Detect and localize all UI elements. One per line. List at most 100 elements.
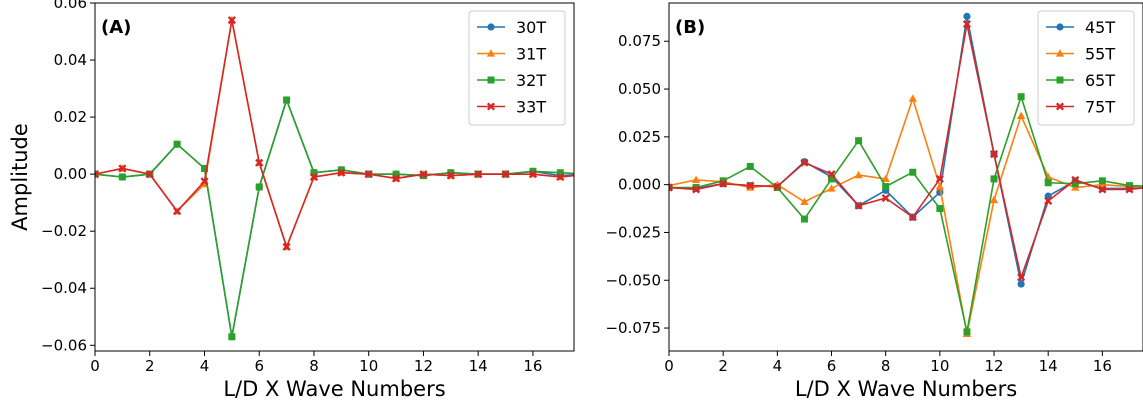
legend: 30T 31T 32T 33T <box>468 10 566 126</box>
data-point-75T <box>854 201 863 210</box>
y-tick-label: −0.04 <box>41 279 87 297</box>
x-tick-label: 0 <box>664 357 674 375</box>
legend-box <box>1037 10 1135 126</box>
x-tick-label: 8 <box>881 357 891 375</box>
data-point-32T <box>584 171 591 178</box>
legend-label: 31T <box>516 45 546 64</box>
data-point-33T <box>255 158 264 167</box>
data-point-45T <box>963 12 971 20</box>
panel-label: (B) <box>675 17 705 38</box>
data-point-75T <box>1098 185 1107 194</box>
data-point-33T <box>364 170 373 179</box>
data-point-33T <box>200 177 209 186</box>
plot-area <box>95 15 591 341</box>
data-point-65T <box>936 205 944 213</box>
data-point-33T <box>528 170 537 179</box>
x-tick-label: 8 <box>309 357 319 375</box>
legend-swatch-marker <box>1056 23 1064 31</box>
x-tick-label: 4 <box>200 357 210 375</box>
series-line-55T <box>669 97 1143 335</box>
data-point-30T <box>584 171 591 178</box>
data-point-33T <box>419 170 428 179</box>
legend-item-33T: 33T <box>477 98 546 117</box>
axes-frame <box>94 2 575 352</box>
y-tick-label: 0.050 <box>618 80 661 98</box>
data-point-55T <box>1016 111 1026 119</box>
data-point-75T <box>962 19 971 29</box>
y-tick-label: 0.075 <box>618 32 661 50</box>
y-tick-label: 0.00 <box>54 165 87 183</box>
x-tick-label: 12 <box>414 357 433 375</box>
data-point-75T <box>669 183 674 192</box>
y-axis-label: Amplitude <box>8 123 32 231</box>
data-point-33T <box>474 170 483 179</box>
data-point-75T <box>935 174 944 183</box>
x-tick-label: 2 <box>718 357 728 375</box>
data-point-32T <box>447 169 455 177</box>
data-point-33T <box>337 168 346 177</box>
x-tick-label: 10 <box>930 357 949 375</box>
y-tick-label: 0.06 <box>54 0 87 12</box>
legend-item-30T: 30T <box>477 18 546 37</box>
legend-swatch-marker <box>1055 49 1065 57</box>
data-point-65T <box>1098 177 1106 185</box>
series-line-32T <box>95 99 574 338</box>
x-axis-label: L/D X Wave Numbers <box>795 377 1017 401</box>
legend-swatch-marker <box>1055 102 1065 111</box>
data-point-75T <box>1044 196 1053 205</box>
data-point-75T <box>989 150 999 159</box>
data-point-65T <box>855 137 863 145</box>
x-tick-label: 2 <box>145 357 155 375</box>
data-point-33T <box>309 172 319 182</box>
chart-panel-2: 0 2 4 6 8 10 12 14 16 −0.075 −0.050 −0.025 0.000 0.02… <box>605 2 1143 401</box>
data-point-33T <box>282 242 291 251</box>
legend-box <box>468 10 566 126</box>
data-point-33T <box>227 16 236 25</box>
legend-label: 45T <box>1085 18 1115 37</box>
series-line-65T <box>669 95 1143 333</box>
data-point-33T <box>95 170 100 179</box>
y-tick-label: 0.04 <box>54 51 87 69</box>
data-point-65T <box>963 328 971 336</box>
legend-swatch-marker <box>487 23 495 31</box>
legend-label: 33T <box>516 98 546 117</box>
data-point-32T <box>283 96 291 104</box>
y-tick-label: −0.025 <box>605 223 661 241</box>
data-point-75T <box>1071 175 1080 184</box>
data-point-32T <box>118 173 126 181</box>
data-point-32T <box>255 183 263 191</box>
panel-label: (A) <box>101 17 131 38</box>
data-point-33T <box>584 171 590 177</box>
data-point-33T <box>145 170 154 179</box>
axes-frame <box>668 2 1143 352</box>
data-point-33T <box>173 207 182 216</box>
data-point-33T <box>556 172 565 182</box>
legend-label: 32T <box>516 71 546 90</box>
data-point-65T <box>800 215 808 223</box>
data-point-55T <box>691 175 701 184</box>
legend-label: 55T <box>1085 45 1115 64</box>
y-tick-label: 0.000 <box>618 176 661 194</box>
y-tick-label: −0.06 <box>41 336 87 354</box>
data-point-65T <box>828 175 836 183</box>
x-tick-label: 16 <box>523 357 542 375</box>
y-tick-label: −0.050 <box>605 271 661 289</box>
data-point-32T <box>529 167 537 175</box>
data-point-75T <box>773 182 782 191</box>
data-point-33T <box>118 164 127 173</box>
data-point-32T <box>556 169 564 177</box>
data-point-75T <box>827 170 836 179</box>
x-tick-label: 6 <box>827 357 837 375</box>
data-point-33T <box>501 170 510 179</box>
legend-swatch-marker <box>487 76 495 84</box>
data-point-65T <box>1044 179 1052 187</box>
data-point-55T <box>854 170 863 179</box>
x-tick-label: 4 <box>773 357 783 375</box>
data-point-75T <box>908 213 917 222</box>
data-point-65T <box>1071 180 1079 188</box>
legend-item-45T: 45T <box>1046 18 1115 37</box>
data-point-75T <box>719 179 728 188</box>
data-point-65T <box>909 168 917 176</box>
data-point-65T <box>990 175 998 183</box>
